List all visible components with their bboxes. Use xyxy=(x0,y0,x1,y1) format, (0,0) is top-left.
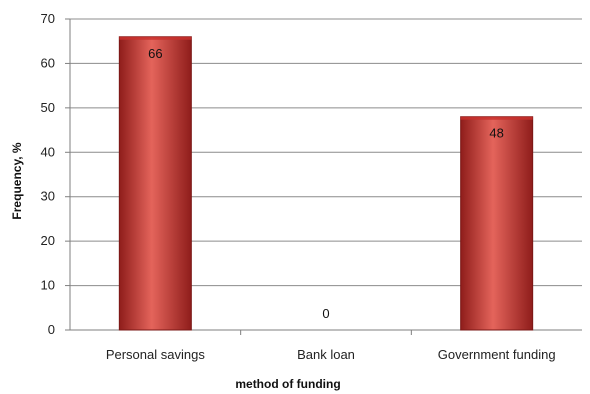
y-tick-label-50: 50 xyxy=(41,100,55,115)
x-axis-title: method of funding xyxy=(235,377,340,391)
y-axis-title: Frequency, % xyxy=(10,142,24,219)
data-label-bank-loan: 0 xyxy=(322,306,329,321)
y-axis-ticks: 0 10 20 30 40 50 60 70 xyxy=(41,11,70,337)
y-tick-label-10: 10 xyxy=(41,278,55,293)
y-tick-label-60: 60 xyxy=(41,55,55,70)
bar-government-funding xyxy=(460,116,534,331)
y-tick-label-70: 70 xyxy=(41,11,55,26)
x-axis-categories: Personal savings Bank loan Government fund… xyxy=(106,347,556,362)
x-category-label-government-funding: Government funding xyxy=(438,347,556,362)
bar-personal-savings xyxy=(118,36,192,331)
data-label-government-funding: 48 xyxy=(489,126,503,141)
y-tick-label-40: 40 xyxy=(41,144,55,159)
x-category-label-personal-savings: Personal savings xyxy=(106,347,205,362)
bar-top-highlight-0 xyxy=(119,36,192,40)
bar-top-highlight-2 xyxy=(460,116,533,120)
data-labels: 66 0 48 xyxy=(148,46,504,321)
data-label-personal-savings: 66 xyxy=(148,46,162,61)
y-tick-label-0: 0 xyxy=(48,322,55,337)
y-tick-label-20: 20 xyxy=(41,233,55,248)
bars xyxy=(118,36,534,331)
y-tick-label-30: 30 xyxy=(41,189,55,204)
x-category-label-bank-loan: Bank loan xyxy=(297,347,355,362)
